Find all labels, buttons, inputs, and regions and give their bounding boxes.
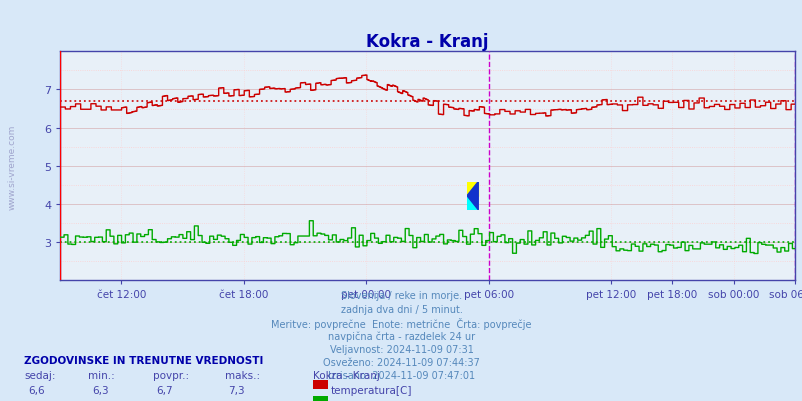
Text: Osveženo: 2024-11-09 07:44:37: Osveženo: 2024-11-09 07:44:37 [322, 357, 480, 367]
Title: Kokra - Kranj: Kokra - Kranj [366, 32, 488, 51]
Text: sedaj:: sedaj: [24, 370, 55, 380]
Polygon shape [467, 182, 478, 210]
Text: Meritve: povprečne  Enote: metrične  Črta: povprečje: Meritve: povprečne Enote: metrične Črta:… [271, 317, 531, 329]
Text: www.si-vreme.com: www.si-vreme.com [8, 124, 17, 209]
Text: maks.:: maks.: [225, 370, 260, 380]
Text: povpr.:: povpr.: [152, 370, 188, 380]
Text: min.:: min.: [88, 370, 115, 380]
Text: Izrisano: 2024-11-09 07:47:01: Izrisano: 2024-11-09 07:47:01 [327, 370, 475, 380]
Text: ZGODOVINSKE IN TRENUTNE VREDNOSTI: ZGODOVINSKE IN TRENUTNE VREDNOSTI [24, 355, 263, 365]
Text: Slovenija / reke in morje.: Slovenija / reke in morje. [341, 291, 461, 301]
Text: Veljavnost: 2024-11-09 07:31: Veljavnost: 2024-11-09 07:31 [329, 344, 473, 354]
Text: temperatura[C]: temperatura[C] [330, 385, 411, 395]
Text: Kokra - Kranj: Kokra - Kranj [313, 370, 379, 380]
Text: navpična črta - razdelek 24 ur: navpična črta - razdelek 24 ur [327, 330, 475, 341]
Text: zadnja dva dni / 5 minut.: zadnja dva dni / 5 minut. [340, 304, 462, 314]
Polygon shape [467, 196, 478, 210]
Text: 6,7: 6,7 [156, 385, 172, 395]
Text: 6,6: 6,6 [28, 385, 44, 395]
Text: 6,3: 6,3 [92, 385, 108, 395]
Polygon shape [467, 182, 478, 196]
Text: 7,3: 7,3 [229, 385, 245, 395]
